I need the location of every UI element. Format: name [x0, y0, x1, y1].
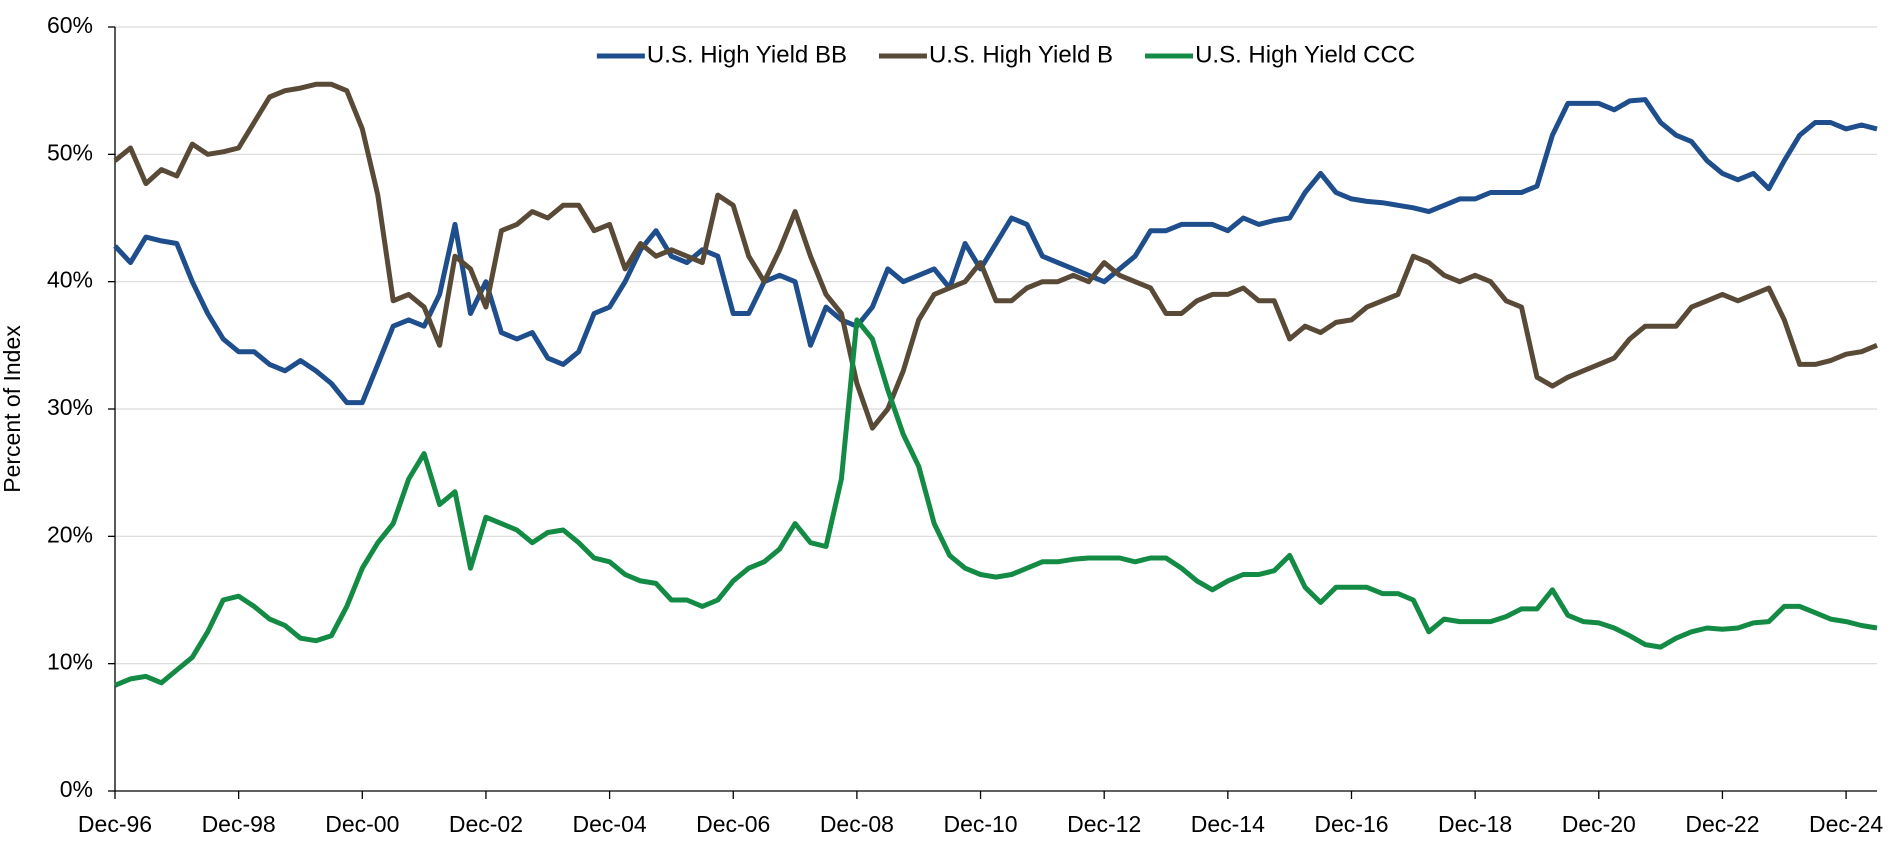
y-tick-label: 60%: [47, 12, 93, 38]
x-tick-label: Dec-96: [78, 811, 152, 837]
x-tick-label: Dec-24: [1809, 811, 1883, 837]
x-tick-label: Dec-08: [820, 811, 894, 837]
x-tick-label: Dec-14: [1191, 811, 1265, 837]
x-tick-label: Dec-00: [325, 811, 399, 837]
legend-label: U.S. High Yield BB: [647, 41, 847, 68]
x-tick-label: Dec-02: [449, 811, 523, 837]
legend-label: U.S. High Yield B: [929, 41, 1113, 68]
y-tick-label: 50%: [47, 139, 93, 165]
y-tick-label: 0%: [60, 776, 93, 802]
x-tick-label: Dec-04: [573, 811, 647, 837]
y-tick-label: 30%: [47, 394, 93, 420]
y-tick-label: 40%: [47, 267, 93, 293]
legend: U.S. High Yield BB U.S. High Yield B U.S. …: [596, 41, 1415, 68]
x-tick-label: Dec-18: [1438, 811, 1512, 837]
series-line: [113, 97, 1878, 406]
x-tick-label: Dec-12: [1067, 811, 1141, 837]
series-line: [113, 81, 1878, 431]
series-line: [114, 317, 1878, 688]
x-tick-label: Dec-10: [943, 811, 1017, 837]
x-tick-label: Dec-98: [202, 811, 276, 837]
legend-label: U.S. High Yield CCC: [1195, 41, 1415, 68]
y-axis-label: Percent of Index: [0, 325, 25, 493]
x-tick-label: Dec-20: [1562, 811, 1636, 837]
x-tick-label: Dec-16: [1314, 811, 1388, 837]
y-tick-label: 10%: [47, 649, 93, 675]
x-tick-label: Dec-22: [1685, 811, 1759, 837]
y-tick-label: 20%: [47, 521, 93, 547]
x-tick-label: Dec-06: [696, 811, 770, 837]
